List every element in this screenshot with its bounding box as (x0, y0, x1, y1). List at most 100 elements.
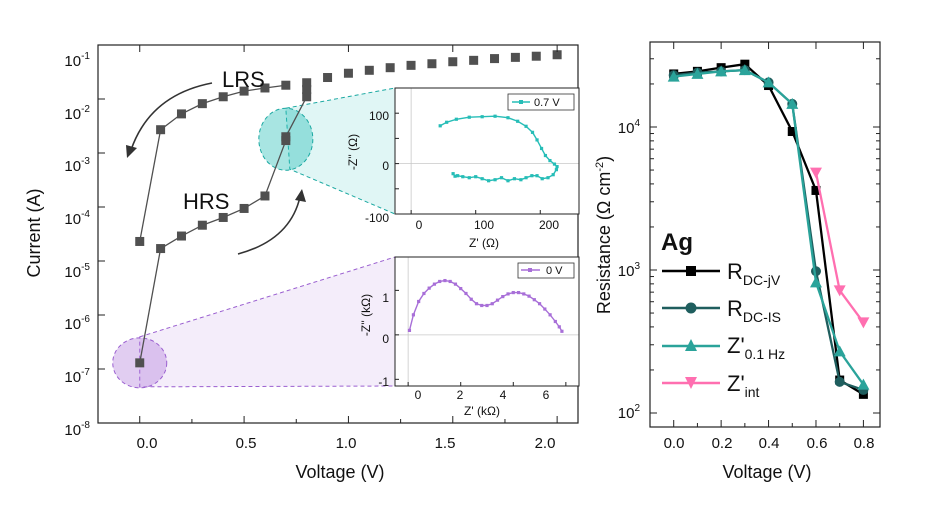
inset-bottom-point (495, 298, 500, 302)
inset-top: 0 100 200 100 0 -100 Z' (Ω) -Z'' (Ω) 0.7… (346, 87, 580, 250)
inset-top-x-axis-title: Z' (Ω) (469, 236, 499, 250)
left-x-axis-title: Voltage (V) (295, 462, 384, 482)
inset-bottom-ytick-label: 1 (382, 291, 389, 305)
inset-top-legend-box (507, 93, 575, 111)
resistance-point (833, 285, 846, 297)
iv-data-point (135, 358, 145, 368)
inset-top-point (535, 138, 539, 142)
inset-top-point (438, 124, 442, 128)
left-ytick-label: 10-7 (64, 367, 90, 386)
iv-data-point (135, 236, 145, 246)
iv-data-point (427, 59, 437, 69)
inset-top-point (530, 130, 535, 134)
inset-top-xtick-label: 100 (474, 218, 494, 232)
resistance-point (786, 97, 799, 109)
inset-top-point (551, 173, 555, 177)
left-xtick-label: 1.5 (435, 435, 456, 452)
left-ytick-label: 10-5 (64, 262, 90, 281)
inset-bottom-point (407, 328, 412, 332)
resistance-point (857, 378, 870, 390)
inset-top-point (456, 174, 460, 178)
inset-top-point (552, 162, 557, 166)
inset-top-point (516, 119, 520, 123)
legend-marker (685, 339, 697, 351)
inset-bottom-xtick-label: 0 (415, 388, 422, 402)
inset-bottom-point (427, 286, 431, 290)
right-marks (650, 42, 880, 427)
inset-top-point (493, 178, 497, 182)
inset-bottom-y-axis-title: -Z'' (kΩ) (359, 294, 373, 336)
inset-bottom-point (469, 297, 473, 301)
inset-top-point (530, 174, 534, 178)
resistance-point (691, 67, 704, 79)
inset-top-point (524, 176, 528, 180)
inset-top-point (506, 116, 510, 120)
iv-data-point (510, 52, 520, 62)
inset-top-point (539, 146, 544, 151)
arrow-hrs-head (295, 189, 306, 202)
inset-top-point (540, 177, 544, 181)
inset-bottom-point (537, 302, 542, 306)
right-ytick-label: 103 (618, 261, 641, 280)
right-x-axis-title: Voltage (V) (722, 462, 811, 482)
iv-data-point (364, 65, 374, 75)
right-panel: 0.0 0.2 0.4 0.6 0.8 104 103 102 Voltage … (594, 41, 881, 482)
left-marks (98, 44, 578, 424)
right-xtick-label: 0.6 (807, 435, 828, 452)
inset-top-frame (394, 87, 580, 215)
inset-bottom-point (438, 279, 442, 284)
iv-data-point (448, 57, 458, 67)
inset-bottom-marks (395, 257, 579, 386)
left-xtick-label: 0.0 (137, 435, 158, 452)
left-xtick-label: 2.0 (535, 435, 556, 452)
legend-marker (685, 377, 697, 389)
lrs-trace-line (139, 84, 286, 242)
resistance-line (673, 68, 865, 386)
iv-data-point (260, 191, 270, 201)
iv-data-point (490, 54, 500, 64)
right-ytick-label: 104 (618, 118, 641, 137)
inset-top-y-axis-title: -Z'' (Ω) (346, 134, 360, 170)
inset-bottom-point (511, 290, 515, 295)
inset-top-point (451, 172, 455, 176)
inset-bottom-point (453, 282, 458, 286)
inset-bottom-point (474, 302, 479, 306)
right-xtick-label: 0.8 (854, 435, 875, 452)
iv-data-point (239, 86, 249, 96)
inset-bottom-legend-marker (528, 268, 532, 272)
inset-bottom-point (501, 294, 505, 299)
inset-bottom-point (553, 319, 557, 324)
inset-bottom-point (522, 292, 526, 296)
inset-top-point (467, 115, 471, 119)
hrs-annotation: HRS (183, 189, 229, 214)
inset-bottom-background (395, 257, 579, 386)
inset-top-point (454, 117, 458, 121)
left-ytick-label: 10-6 (64, 314, 90, 333)
iv-data-point (260, 83, 270, 93)
resistance-point (809, 276, 822, 288)
right-ytick-label: 102 (618, 403, 641, 422)
inset-top-point (474, 175, 478, 179)
inset-bottom-point (459, 286, 463, 291)
right-xtick-label: 0.2 (712, 435, 733, 452)
inset-bottom-legend-label: 0 V (546, 265, 563, 277)
iv-data-point (302, 92, 312, 102)
inset-top-ytick-label: 0 (382, 159, 389, 173)
resistance-point (811, 185, 821, 195)
inset-top-point (535, 174, 539, 178)
inset-top-legend-marker (519, 100, 523, 104)
inset-bottom-point (560, 329, 564, 333)
resistance-point (809, 167, 822, 179)
inset-top-point (467, 176, 471, 180)
arrow-lrs-head (126, 145, 137, 158)
left-ytick-label: 10-1 (64, 51, 90, 70)
inset-bottom-point (432, 282, 437, 286)
inset-top-legend: 0.7 V (507, 93, 575, 111)
inset-bottom-point (516, 290, 521, 295)
inset-bottom-point (506, 292, 510, 296)
inset-top-point (480, 115, 484, 119)
legend-entry: Z'0.1 Hz (662, 333, 785, 362)
legend-marker (685, 302, 697, 314)
zoom-cone-top (285, 87, 396, 215)
